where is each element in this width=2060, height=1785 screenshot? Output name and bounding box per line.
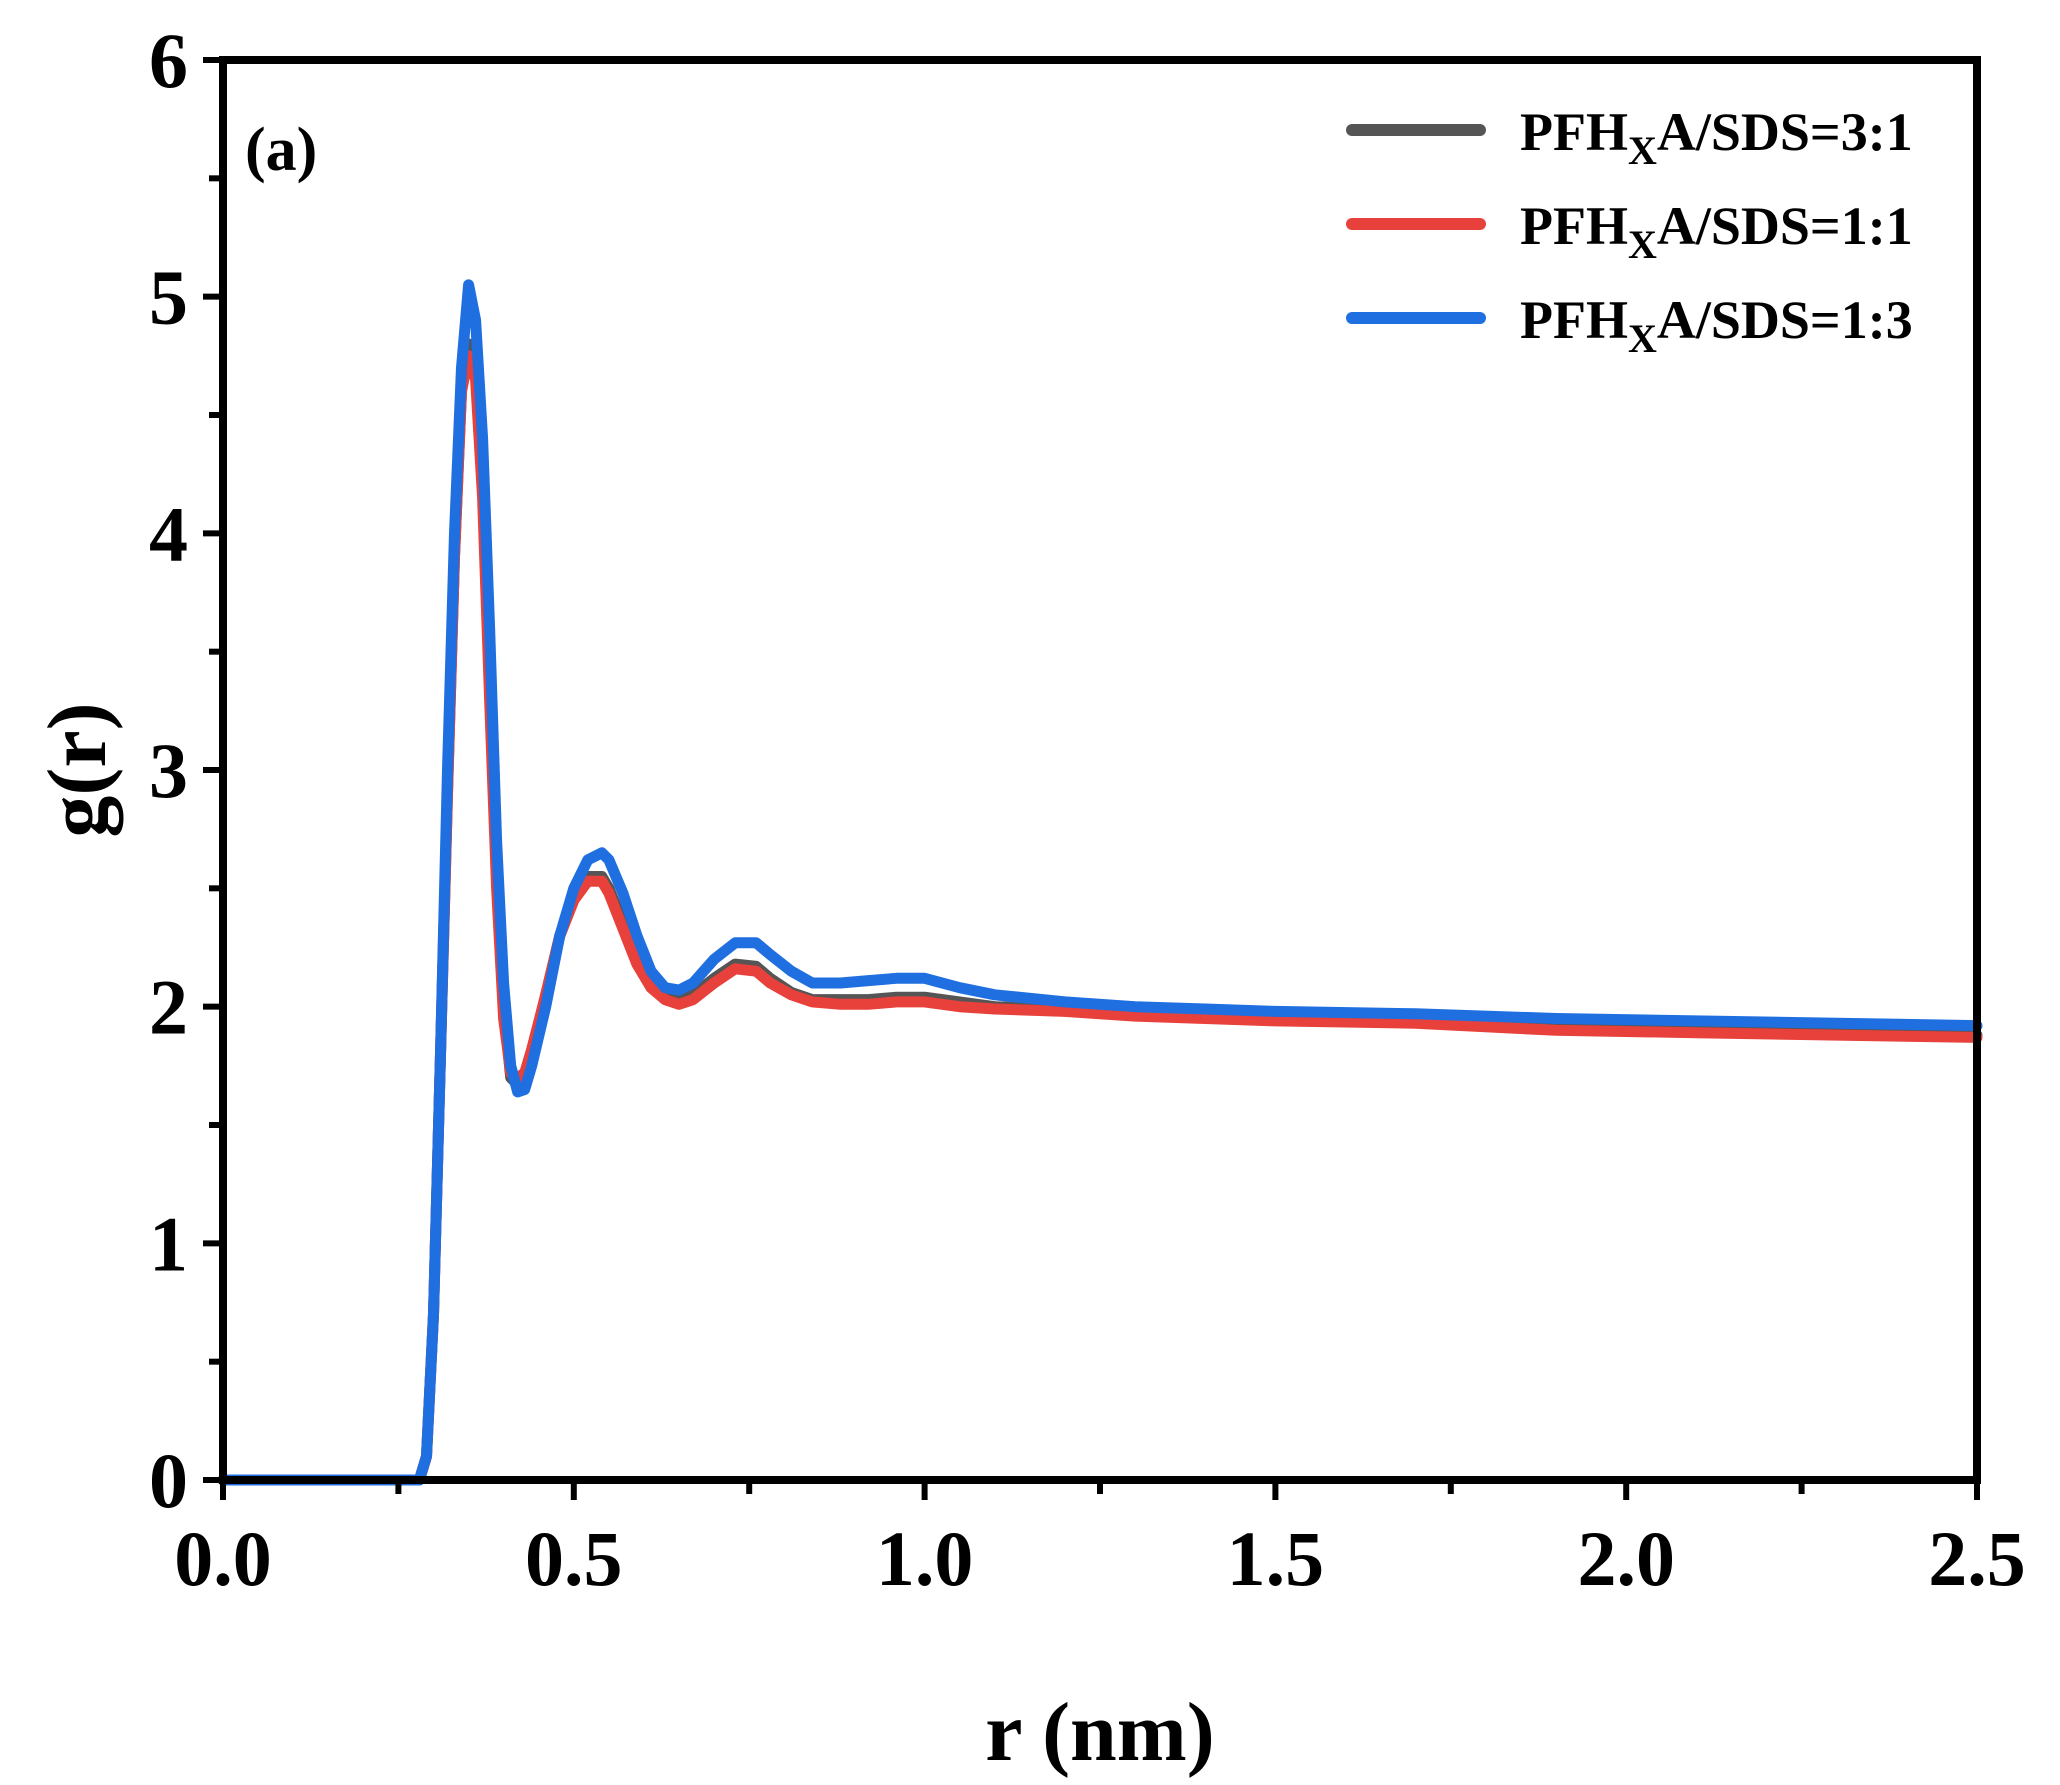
legend-label-base: PFH bbox=[1520, 196, 1628, 256]
legend-label-base: PFH bbox=[1520, 102, 1628, 162]
legend-label-rest: A/SDS=1:3 bbox=[1657, 290, 1913, 350]
legend-label-1: PFHXA/SDS=3:1 bbox=[1520, 102, 1913, 173]
y-tick-label: 3 bbox=[149, 727, 188, 814]
y-axis-title: g(r) bbox=[31, 702, 124, 837]
y-tick-label: 1 bbox=[149, 1200, 188, 1287]
series-line-3 bbox=[217, 279, 1983, 1486]
legend-label-3: PFHXA/SDS=1:3 bbox=[1520, 290, 1913, 361]
plot-frame bbox=[219, 56, 1981, 1484]
legend-label-subscript: X bbox=[1628, 128, 1657, 173]
x-tick-label: 0.0 bbox=[174, 1515, 272, 1602]
x-tick-label: 2.0 bbox=[1577, 1515, 1675, 1602]
y-tick-label: 6 bbox=[149, 17, 188, 104]
legend-label-base: PFH bbox=[1520, 290, 1628, 350]
series-line-2 bbox=[217, 350, 1983, 1486]
y-tick-label: 0 bbox=[149, 1437, 188, 1524]
legend-label-subscript: X bbox=[1628, 316, 1657, 361]
y-tick-label: 2 bbox=[149, 964, 188, 1051]
x-tick-label: 2.5 bbox=[1928, 1515, 2026, 1602]
x-axis-title: r (nm) bbox=[985, 1686, 1214, 1779]
ticks-layer: 0.0 0.5 1.0 1.5 2.0 2.5 0 1 2 3 4 5 6 bbox=[149, 17, 2026, 1602]
legend-label-rest: A/SDS=3:1 bbox=[1657, 102, 1913, 162]
legend-label-subscript: X bbox=[1628, 222, 1657, 267]
legend-label-2: PFHXA/SDS=1:1 bbox=[1520, 196, 1913, 267]
x-tick-label: 1.0 bbox=[876, 1515, 974, 1602]
x-tick-label: 1.5 bbox=[1227, 1515, 1325, 1602]
panel-label: (a) bbox=[245, 116, 317, 184]
legend-label-rest: A/SDS=1:1 bbox=[1657, 196, 1913, 256]
y-tick-label: 5 bbox=[149, 254, 188, 341]
y-tick-label: 4 bbox=[149, 490, 188, 577]
x-tick-label: 0.5 bbox=[525, 1515, 623, 1602]
series-layer bbox=[217, 279, 1983, 1486]
